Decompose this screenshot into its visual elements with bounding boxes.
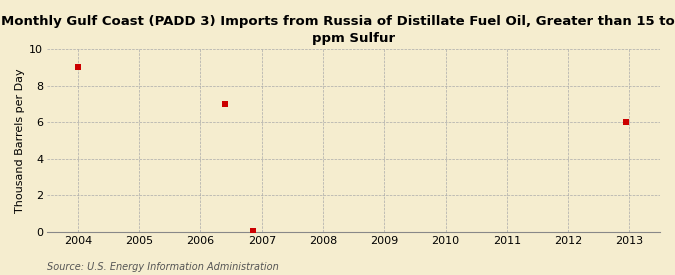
Point — [219, 102, 230, 106]
Point — [73, 65, 84, 70]
Point — [247, 229, 258, 233]
Point — [621, 120, 632, 124]
Title: Monthly Gulf Coast (PADD 3) Imports from Russia of Distillate Fuel Oil, Greater : Monthly Gulf Coast (PADD 3) Imports from… — [1, 15, 675, 45]
Y-axis label: Thousand Barrels per Day: Thousand Barrels per Day — [15, 68, 25, 213]
Text: Source: U.S. Energy Information Administration: Source: U.S. Energy Information Administ… — [47, 262, 279, 272]
